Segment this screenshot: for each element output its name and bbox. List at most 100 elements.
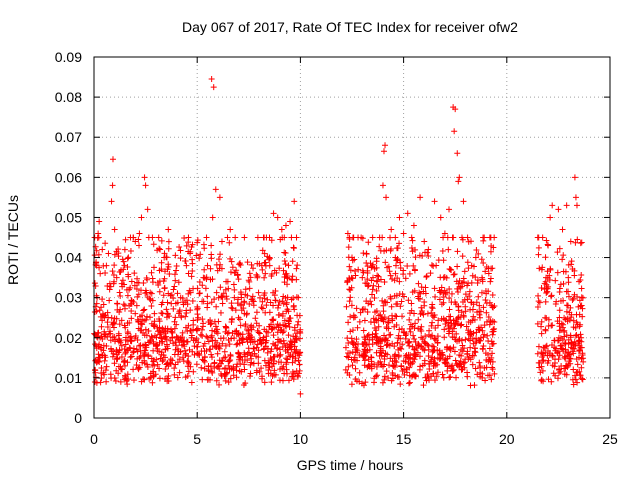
data-point — [100, 301, 107, 308]
data-point — [424, 371, 431, 378]
data-point — [122, 236, 129, 243]
data-point — [109, 268, 116, 275]
data-point — [113, 367, 120, 374]
data-point — [361, 334, 368, 341]
data-point — [146, 375, 153, 382]
data-point — [412, 338, 419, 345]
data-point — [121, 362, 128, 369]
data-point — [216, 381, 223, 388]
data-point — [411, 356, 418, 363]
data-point — [171, 365, 178, 372]
data-point — [281, 340, 288, 347]
data-point — [226, 341, 233, 348]
data-point — [369, 286, 376, 293]
data-point — [459, 253, 466, 260]
data-point — [345, 354, 352, 361]
data-point — [461, 364, 468, 371]
data-point — [421, 238, 428, 245]
data-point — [476, 302, 483, 309]
data-point — [396, 344, 403, 351]
data-point — [467, 328, 474, 335]
data-point — [183, 310, 190, 317]
data-point — [384, 319, 391, 326]
data-point — [171, 283, 178, 290]
data-point — [283, 299, 290, 306]
data-point — [364, 309, 371, 316]
data-point — [164, 299, 171, 306]
data-point — [548, 293, 555, 300]
data-point — [189, 256, 196, 263]
data-point — [284, 275, 291, 282]
data-point — [258, 304, 265, 311]
data-point — [219, 358, 226, 365]
data-point — [416, 289, 423, 296]
data-point — [542, 298, 549, 305]
y-tick-label: 0.04 — [55, 250, 82, 266]
data-point — [293, 330, 300, 337]
data-point — [217, 251, 224, 258]
data-point — [294, 373, 301, 380]
data-point — [106, 328, 113, 335]
data-point — [446, 295, 453, 302]
data-point — [422, 284, 429, 291]
data-point — [198, 326, 205, 333]
data-point — [257, 294, 264, 301]
data-point — [174, 374, 181, 381]
data-point — [576, 311, 583, 318]
data-point — [182, 313, 189, 320]
data-point — [425, 252, 432, 259]
data-point — [489, 265, 496, 272]
data-point — [578, 355, 585, 362]
data-point — [103, 378, 110, 385]
data-point — [290, 370, 297, 377]
data-point — [264, 296, 271, 303]
data-point — [274, 304, 281, 311]
data-point — [408, 373, 415, 380]
data-point — [164, 360, 171, 367]
data-point — [173, 263, 180, 270]
data-point — [207, 265, 214, 272]
data-point — [248, 261, 255, 268]
data-point — [224, 278, 231, 285]
data-point — [141, 360, 148, 367]
data-point — [574, 321, 581, 328]
data-point — [110, 319, 117, 326]
data-point — [118, 280, 125, 287]
data-point — [393, 292, 400, 299]
data-point — [462, 356, 469, 363]
data-point — [219, 300, 226, 307]
data-point — [269, 325, 276, 332]
data-point — [370, 274, 377, 281]
data-point — [370, 282, 377, 289]
data-point — [575, 354, 582, 361]
data-point — [163, 341, 170, 348]
data-point — [234, 272, 241, 279]
data-point — [577, 321, 584, 328]
data-point — [141, 174, 148, 181]
data-point — [144, 276, 151, 283]
data-point — [273, 345, 280, 352]
data-point — [398, 325, 405, 332]
data-point — [190, 337, 197, 344]
data-point — [383, 342, 390, 349]
data-point — [196, 290, 203, 297]
data-point — [442, 356, 449, 363]
data-point — [93, 247, 100, 254]
data-point — [543, 281, 550, 288]
data-point — [574, 293, 581, 300]
data-point — [255, 360, 262, 367]
data-point — [487, 248, 494, 255]
data-point — [118, 366, 125, 373]
data-point — [535, 251, 542, 258]
data-point — [482, 288, 489, 295]
data-point — [397, 303, 404, 310]
data-point — [550, 370, 557, 377]
data-point — [220, 335, 227, 342]
data-point — [572, 372, 579, 379]
data-point — [274, 329, 281, 336]
data-point — [544, 288, 551, 295]
data-point — [265, 359, 272, 366]
data-point — [259, 247, 266, 254]
data-point — [393, 245, 400, 252]
data-point — [449, 368, 456, 375]
